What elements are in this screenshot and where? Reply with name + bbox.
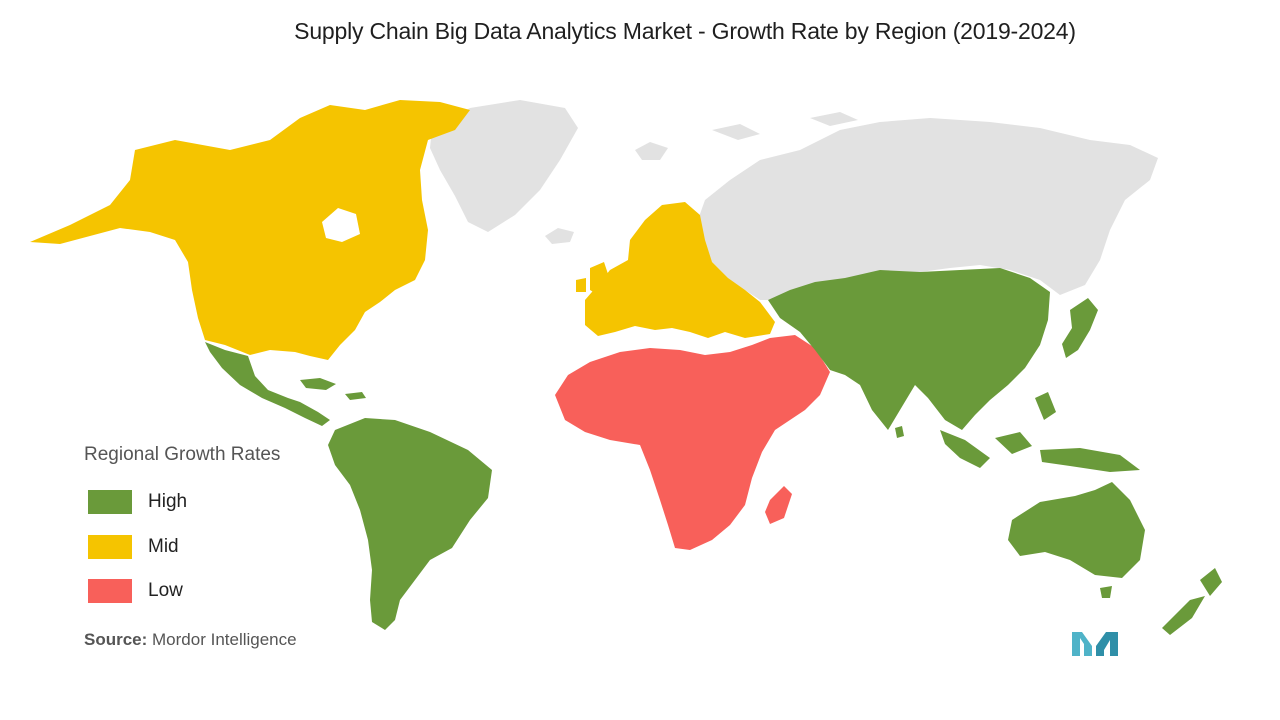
legend-swatch-low	[88, 579, 132, 603]
arctic-islands	[635, 112, 858, 160]
legend-label-mid: Mid	[148, 536, 179, 557]
legend-item-low: Low	[88, 578, 183, 604]
source-text: Mordor Intelligence	[147, 630, 297, 649]
mordor-intelligence-logo	[1072, 632, 1118, 656]
europe	[585, 202, 775, 338]
greenland	[430, 100, 578, 232]
new-zealand	[1162, 568, 1222, 635]
north-america	[30, 100, 470, 360]
uk-ireland	[576, 262, 610, 296]
africa-middle-east	[555, 335, 830, 550]
tasmania	[1100, 586, 1112, 598]
legend-title: Regional Growth Rates	[84, 444, 281, 465]
madagascar	[765, 486, 792, 524]
asia	[768, 268, 1050, 430]
central-america	[205, 342, 330, 426]
russia	[695, 118, 1158, 300]
legend-item-mid: Mid	[88, 534, 179, 560]
sri-lanka	[895, 426, 904, 438]
legend-item-high: High	[88, 489, 187, 515]
source-label: Source:	[84, 630, 148, 649]
japan	[1062, 298, 1098, 358]
caribbean	[300, 378, 366, 400]
australia	[1008, 482, 1145, 578]
iceland	[545, 228, 574, 244]
source-note: Source: Mordor Intelligence	[84, 630, 297, 650]
south-america	[328, 418, 492, 630]
legend-swatch-high	[88, 490, 132, 514]
legend-label-low: Low	[148, 580, 183, 601]
map-title: Supply Chain Big Data Analytics Market -…	[294, 18, 1076, 44]
legend-swatch-mid	[88, 535, 132, 559]
southeast-asia-islands	[940, 392, 1140, 472]
legend-label-high: High	[148, 491, 188, 512]
hudson-bay	[322, 208, 360, 242]
